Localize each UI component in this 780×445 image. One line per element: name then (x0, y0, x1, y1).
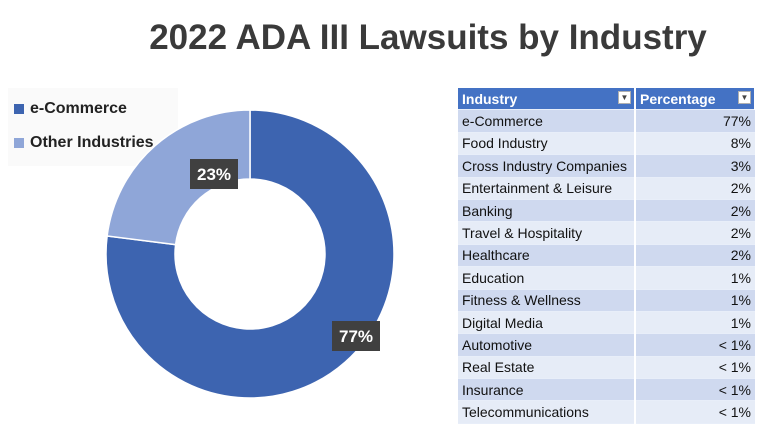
table-row: Food Industry 8% (458, 132, 755, 156)
data-label-text: 23% (197, 165, 231, 184)
industry-cell: Banking (458, 199, 635, 223)
data-label-other: 23% (190, 159, 238, 189)
table-row: Education 1% (458, 266, 755, 290)
header-percentage[interactable]: Percentage ▼ (635, 88, 756, 111)
industry-cell: Travel & Hospitality (458, 221, 635, 245)
industry-cell: Automotive (458, 333, 635, 357)
table-row: Real Estate < 1% (458, 356, 755, 380)
donut-slice-other (106, 109, 251, 246)
table-row: Healthcare 2% (458, 244, 755, 268)
data-label-ecommerce: 77% (332, 321, 380, 351)
industry-cell: Insurance (458, 378, 635, 402)
percentage-cell: 2% (634, 244, 755, 268)
legend-label-other: Other Industries (30, 134, 154, 151)
industry-cell: Cross Industry Companies (458, 154, 635, 178)
percentage-cell: 2% (634, 199, 755, 223)
legend-item-ecommerce: e-Commerce (14, 92, 170, 126)
percentage-cell: < 1% (634, 333, 755, 357)
industry-cell: e-Commerce (458, 109, 635, 133)
data-label-box (332, 321, 380, 351)
industry-cell: Digital Media (458, 311, 635, 335)
percentage-cell: 77% (634, 109, 755, 133)
table-row: Cross Industry Companies 3% (458, 154, 755, 178)
table-row: Banking 2% (458, 199, 755, 223)
table-row: Telecommunications < 1% (458, 400, 755, 424)
data-label-text: 77% (339, 327, 373, 346)
legend-item-other: Other Industries (14, 126, 170, 160)
dropdown-arrow-icon[interactable]: ▼ (618, 91, 631, 104)
industry-cell: Education (458, 266, 635, 290)
legend-label-ecommerce: e-Commerce (30, 100, 127, 117)
table-row: Insurance < 1% (458, 378, 755, 402)
industry-table: Industry ▼ Percentage ▼ e-Commerce 77% Foo… (458, 88, 756, 424)
industry-cell: Healthcare (458, 244, 635, 268)
industry-cell: Real Estate (458, 356, 635, 380)
table-row: Fitness & Wellness 1% (458, 289, 755, 312)
percentage-cell: 8% (634, 132, 755, 156)
percentage-cell: 2% (634, 221, 755, 245)
industry-cell: Entertainment & Leisure (458, 177, 635, 200)
percentage-cell: 1% (634, 289, 755, 312)
percentage-cell: < 1% (634, 400, 755, 424)
header-industry-label: Industry (462, 90, 518, 107)
percentage-cell: < 1% (634, 356, 755, 380)
table-row: Travel & Hospitality 2% (458, 221, 755, 245)
table-row: Digital Media 1% (458, 311, 755, 335)
table-header-row: Industry ▼ Percentage ▼ (458, 88, 756, 111)
chart-title: 2022 ADA III Lawsuits by Industry (149, 18, 707, 57)
percentage-cell: 1% (634, 311, 755, 335)
donut-slice-ecommerce (105, 109, 395, 399)
legend-swatch-other (14, 138, 24, 148)
industry-cell: Fitness & Wellness (458, 289, 635, 312)
data-label-box (190, 159, 238, 189)
header-percentage-label: Percentage (640, 90, 716, 107)
table-row: e-Commerce 77% (458, 109, 755, 133)
legend-swatch-ecommerce (14, 104, 24, 114)
header-industry[interactable]: Industry ▼ (458, 88, 636, 111)
industry-cell: Food Industry (458, 132, 635, 156)
percentage-cell: 2% (634, 177, 755, 200)
percentage-cell: 1% (634, 266, 755, 290)
donut-chart: 77% 23% (105, 109, 395, 399)
industry-cell: Telecommunications (458, 400, 635, 424)
percentage-cell: < 1% (634, 378, 755, 402)
table-row: Entertainment & Leisure 2% (458, 177, 755, 200)
percentage-cell: 3% (634, 154, 755, 178)
dropdown-arrow-icon[interactable]: ▼ (738, 91, 751, 104)
table-row: Automotive < 1% (458, 333, 755, 357)
